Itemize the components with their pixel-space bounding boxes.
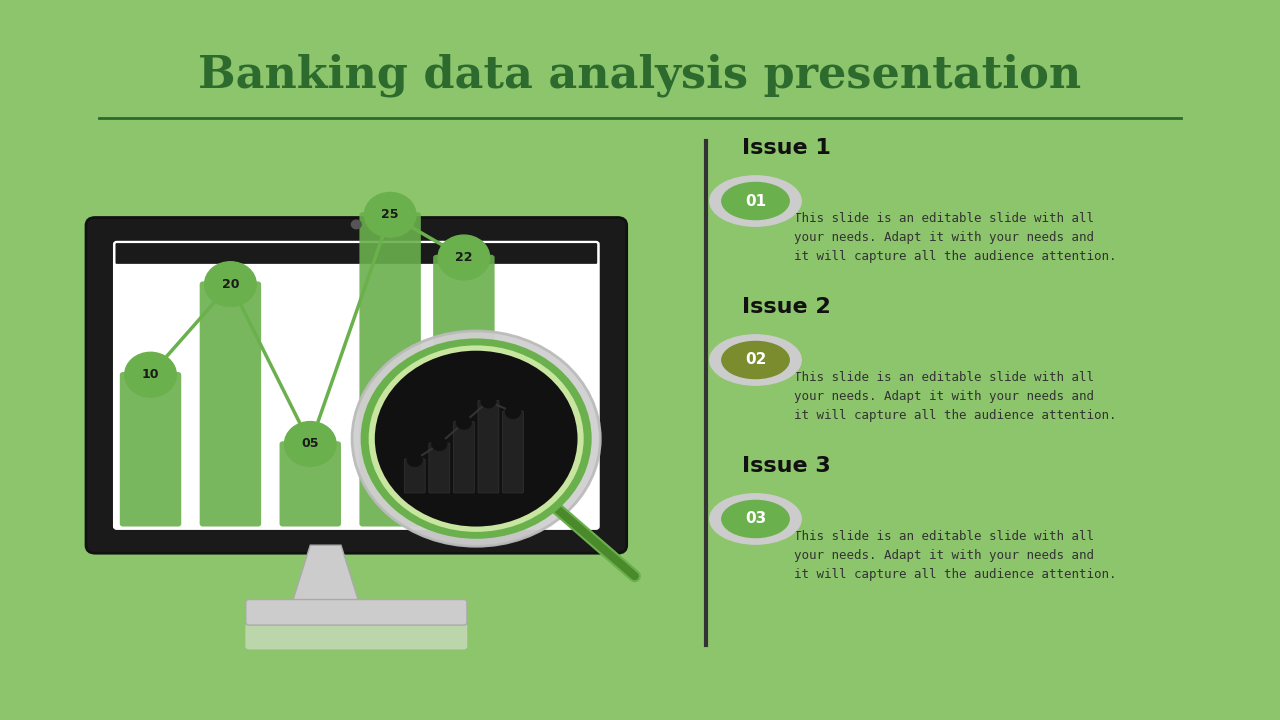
Text: 05: 05	[302, 438, 319, 451]
Text: 22: 22	[456, 251, 472, 264]
FancyBboxPatch shape	[246, 624, 467, 649]
Circle shape	[457, 416, 471, 429]
FancyBboxPatch shape	[477, 400, 499, 493]
FancyBboxPatch shape	[404, 459, 425, 493]
Circle shape	[481, 395, 495, 408]
Circle shape	[375, 351, 577, 526]
FancyBboxPatch shape	[86, 217, 627, 553]
FancyBboxPatch shape	[453, 422, 475, 493]
Circle shape	[352, 220, 361, 229]
Circle shape	[205, 262, 256, 307]
FancyBboxPatch shape	[200, 282, 261, 526]
Circle shape	[438, 235, 490, 280]
Text: Issue 1: Issue 1	[742, 138, 831, 158]
FancyBboxPatch shape	[115, 243, 598, 264]
Circle shape	[361, 338, 591, 539]
Text: 01: 01	[745, 194, 765, 209]
Text: This slide is an editable slide with all
your needs. Adapt it with your needs an: This slide is an editable slide with all…	[794, 371, 1116, 422]
FancyBboxPatch shape	[120, 372, 182, 526]
Circle shape	[352, 331, 600, 546]
Polygon shape	[292, 545, 360, 604]
Circle shape	[722, 341, 790, 379]
Circle shape	[365, 192, 416, 237]
FancyBboxPatch shape	[433, 255, 494, 526]
Circle shape	[722, 182, 790, 220]
Circle shape	[369, 346, 584, 532]
Text: This slide is an editable slide with all
your needs. Adapt it with your needs an: This slide is an editable slide with all…	[794, 530, 1116, 581]
Circle shape	[506, 405, 521, 418]
FancyBboxPatch shape	[503, 411, 524, 493]
Text: 10: 10	[142, 368, 159, 381]
Text: 20: 20	[221, 278, 239, 291]
Circle shape	[407, 454, 422, 467]
Text: Banking data analysis presentation: Banking data analysis presentation	[198, 53, 1082, 97]
Text: Issue 3: Issue 3	[742, 456, 831, 476]
Circle shape	[710, 176, 801, 226]
Circle shape	[284, 422, 337, 467]
FancyBboxPatch shape	[246, 600, 467, 625]
Circle shape	[431, 438, 447, 450]
FancyBboxPatch shape	[114, 241, 599, 529]
Circle shape	[124, 352, 177, 397]
FancyBboxPatch shape	[360, 212, 421, 526]
Text: This slide is an editable slide with all
your needs. Adapt it with your needs an: This slide is an editable slide with all…	[794, 212, 1116, 263]
Text: 25: 25	[381, 208, 399, 221]
Text: Issue 2: Issue 2	[742, 297, 831, 317]
Text: 03: 03	[745, 511, 767, 526]
FancyBboxPatch shape	[429, 443, 449, 493]
Circle shape	[710, 335, 801, 385]
Circle shape	[710, 494, 801, 544]
Circle shape	[722, 500, 790, 538]
Text: 02: 02	[745, 353, 767, 367]
FancyBboxPatch shape	[279, 441, 340, 526]
